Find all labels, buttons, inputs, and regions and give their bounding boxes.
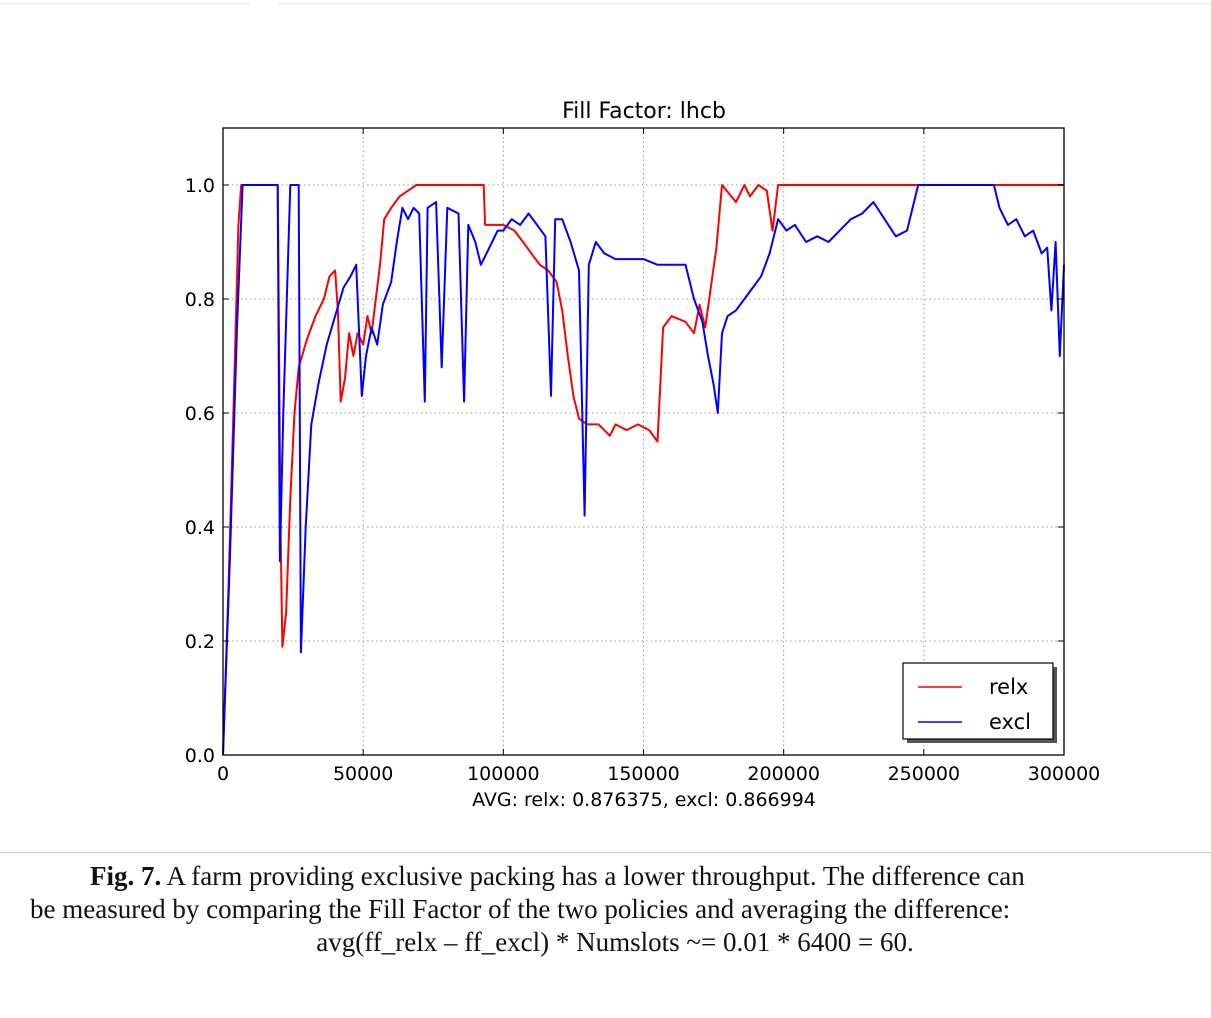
- x-tick-label: 50000: [333, 763, 393, 785]
- x-tick-label: 250000: [888, 763, 961, 785]
- x-tick-label: 100000: [467, 763, 540, 785]
- x-tick-label: 200000: [747, 763, 820, 785]
- y-tick-label: 1.0: [185, 175, 215, 197]
- figure-caption: Fig. 7. A farm providing exclusive packi…: [30, 860, 1200, 959]
- series-line-excl: [222, 184, 1065, 756]
- caption-line-1: Fig. 7. A farm providing exclusive packi…: [30, 860, 1200, 893]
- legend-relx-label: relx: [989, 675, 1028, 699]
- y-tick-label: 0.6: [185, 403, 215, 425]
- legend: relx excl: [902, 662, 1057, 743]
- caption-separator: [0, 852, 1211, 853]
- chart-title: Fill Factor: lhcb: [562, 99, 726, 124]
- x-axis-label: AVG: relx: 0.876375, excl: 0.866994: [472, 789, 816, 811]
- y-tick-label: 0.0: [185, 745, 215, 767]
- caption-formula: avg(ff_relx – ff_excl) * Numslots ~= 0.0…: [316, 927, 914, 957]
- plot-area: [223, 128, 1064, 755]
- y-tick-label: 0.4: [185, 517, 215, 539]
- fill-factor-chart: 0 50000 100000 150000 200000 250000 300000 0.0 0…: [185, 99, 1100, 811]
- y-tick-label: 0.2: [185, 631, 215, 653]
- series-line-relx: [222, 184, 1064, 756]
- caption-figure-label: Fig. 7.: [90, 861, 162, 891]
- x-tick-label: 300000: [1028, 763, 1101, 785]
- series-layer: [222, 184, 1065, 756]
- top-rule-left: [0, 3, 250, 4]
- caption-text-1: A farm providing exclusive packing has a…: [166, 861, 1025, 891]
- x-tick-label: 0: [217, 763, 229, 785]
- legend-box: [902, 662, 1054, 740]
- y-tick-label: 0.8: [185, 289, 215, 311]
- caption-line-2: be measured by comparing the Fill Factor…: [30, 894, 1011, 924]
- top-rule-right: [278, 3, 1211, 4]
- figure: 0 50000 100000 150000 200000 250000 300000 0.0 0…: [185, 99, 1100, 811]
- legend-excl-label: excl: [989, 710, 1031, 734]
- x-tick-label: 150000: [607, 763, 680, 785]
- ticks: 0 50000 100000 150000 200000 250000 300000 0.0 0…: [185, 128, 1100, 785]
